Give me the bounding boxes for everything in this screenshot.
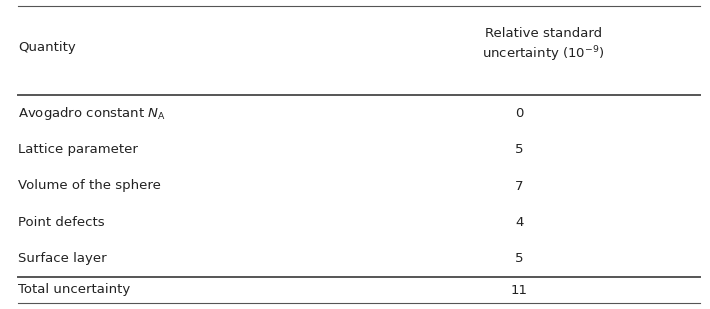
Text: Total uncertainty: Total uncertainty — [18, 283, 130, 297]
Text: Relative standard
uncertainty (10$^{-9}$): Relative standard uncertainty (10$^{-9}$… — [482, 27, 604, 64]
Text: 7: 7 — [515, 180, 523, 193]
Text: Surface layer: Surface layer — [18, 252, 106, 265]
Text: 11: 11 — [510, 283, 528, 297]
Text: Volume of the sphere: Volume of the sphere — [18, 180, 161, 193]
Text: 4: 4 — [515, 216, 523, 229]
Text: Avogadro constant $N_{\mathrm{A}}$: Avogadro constant $N_{\mathrm{A}}$ — [18, 105, 165, 122]
Text: Quantity: Quantity — [18, 41, 76, 54]
Text: Point defects: Point defects — [18, 216, 104, 229]
Text: 0: 0 — [515, 107, 523, 120]
Text: Lattice parameter: Lattice parameter — [18, 143, 138, 156]
Text: 5: 5 — [515, 143, 523, 156]
Text: 5: 5 — [515, 252, 523, 265]
